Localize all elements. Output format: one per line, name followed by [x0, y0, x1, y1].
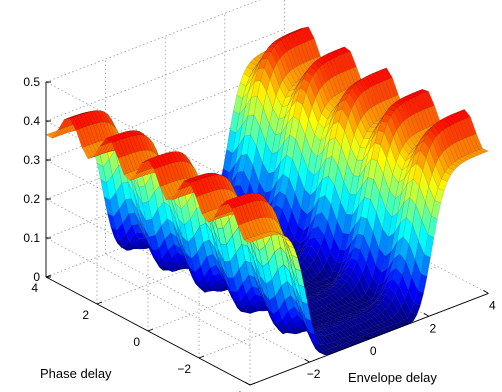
y-tick-label: −4	[228, 389, 242, 392]
surface	[45, 26, 489, 356]
z-tick-label: 0.5	[23, 75, 40, 89]
z-tick-label: 0.3	[23, 153, 40, 167]
y-axis-label: Phase delay	[40, 366, 112, 381]
z-tick-label: 0	[33, 270, 40, 284]
z-tick-label: 0.2	[23, 192, 40, 206]
x-tick-label: 2	[429, 321, 436, 335]
axes	[45, 81, 489, 386]
x-tick-label: 4	[489, 298, 496, 312]
y-tick-label: 4	[31, 281, 38, 295]
y-tick-label: 0	[133, 335, 140, 349]
tick-marks	[45, 81, 489, 386]
y-tick-label: −2	[177, 362, 191, 376]
x-tick-label: −2	[307, 367, 321, 381]
surface-patch	[478, 148, 489, 153]
y-tick-label: 2	[82, 308, 89, 322]
x-tick-label: 0	[370, 344, 377, 358]
x-axis-label: Envelope delay	[348, 370, 437, 385]
surface-patch	[472, 133, 483, 150]
z-tick-label: 0.4	[23, 114, 40, 128]
z-tick-label: 0.1	[23, 231, 40, 245]
x-tick-label: −4	[247, 390, 261, 392]
